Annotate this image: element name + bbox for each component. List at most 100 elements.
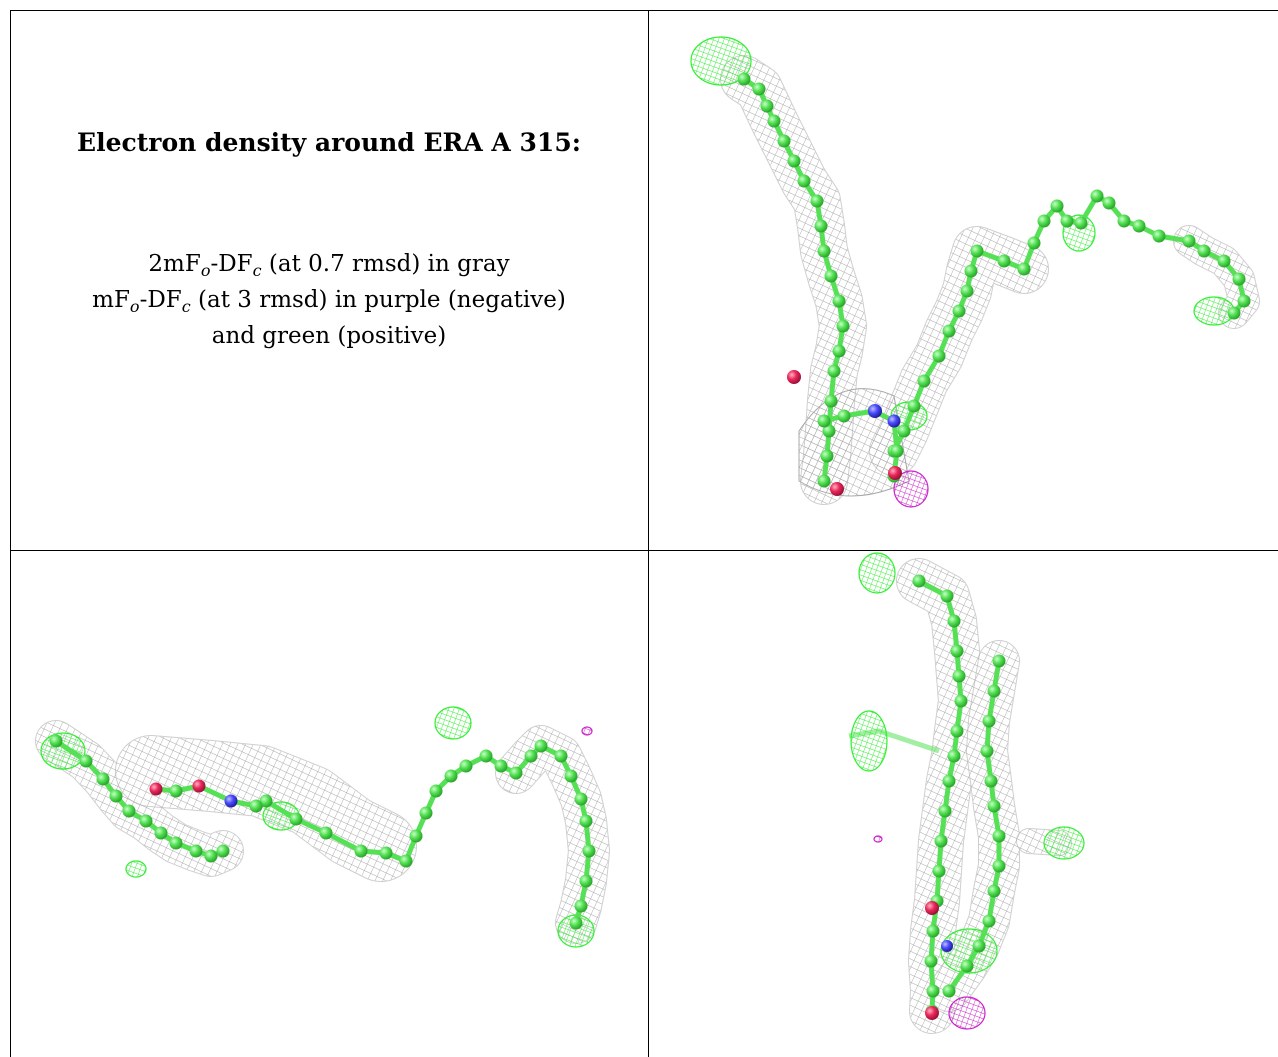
carbon-atom — [992, 654, 1006, 668]
carbon-atom — [992, 829, 1006, 843]
caption-cell: Electron density around ERA A 315: 2mFo-… — [10, 10, 648, 550]
oxygen-atom — [787, 370, 801, 384]
carbon-atom — [760, 99, 774, 113]
carbon-atom — [569, 916, 583, 930]
carbon-atom — [827, 364, 841, 378]
carbon-atom — [942, 984, 956, 998]
carbon-atom — [494, 759, 508, 773]
carbon-atom — [972, 939, 986, 953]
carbon-atom — [950, 644, 964, 658]
oxygen-atom — [925, 1006, 939, 1020]
carbon-atom — [987, 684, 1001, 698]
carbon-atom — [169, 836, 183, 850]
nitrogen-atom — [868, 404, 882, 418]
carbon-atom — [924, 954, 938, 968]
carbon-atom — [1074, 216, 1088, 230]
carbon-atom — [534, 739, 548, 753]
legend-text: 2mFo-DFc (at 0.7 rmsd) in gray mFo-DFc (… — [10, 246, 648, 354]
carbon-atom — [49, 734, 63, 748]
carbon-atom — [1227, 306, 1241, 320]
carbon-atom — [817, 474, 831, 488]
carbon-atom — [737, 72, 751, 86]
carbon-atom — [139, 814, 153, 828]
carbon-atom — [926, 924, 940, 938]
carbon-atom — [459, 759, 473, 773]
carbon-atom — [1050, 199, 1064, 213]
carbon-atom — [579, 874, 593, 888]
carbon-atom — [952, 669, 966, 683]
carbon-atom — [960, 284, 974, 298]
carbon-atom — [444, 769, 458, 783]
carbon-atom — [1237, 294, 1251, 308]
carbon-atom — [890, 444, 904, 458]
carbon-atom — [579, 814, 593, 828]
oxygen-atom — [888, 466, 902, 480]
carbon-atom — [509, 766, 523, 780]
carbon-atom — [820, 449, 834, 463]
view-top-right — [649, 11, 1278, 550]
chain-b-bond — [323, 830, 364, 854]
carbon-atom — [814, 219, 828, 233]
negative-density — [948, 996, 986, 1030]
negative-density — [581, 726, 593, 736]
positive-density — [690, 36, 752, 86]
carbon-atom — [917, 374, 931, 388]
positive-density — [434, 706, 472, 740]
figure-title: Electron density around ERA A 315: — [77, 128, 581, 157]
carbon-atom — [752, 82, 766, 96]
carbon-atom — [926, 984, 940, 998]
density-view-2 — [35, 706, 610, 948]
carbon-atom — [932, 349, 946, 363]
nitrogen-atom — [941, 940, 953, 952]
carbon-atom — [942, 324, 956, 338]
legend-line-colors: and green (positive) — [211, 323, 447, 349]
table-border-left — [10, 10, 11, 1057]
carbon-atom — [982, 714, 996, 728]
carbon-atom — [984, 774, 998, 788]
positive-density — [850, 710, 888, 772]
carbon-atom — [96, 772, 110, 786]
carbon-atom — [964, 264, 978, 278]
carbon-atom — [1060, 214, 1074, 228]
carbon-atom — [952, 304, 966, 318]
carbon-atom — [574, 792, 588, 806]
carbon-atom — [987, 884, 1001, 898]
carbon-atom — [189, 844, 203, 858]
positive-density — [858, 552, 896, 594]
carbon-atom — [817, 244, 831, 258]
carbon-atom — [1132, 219, 1146, 233]
carbon-atom — [777, 134, 791, 148]
carbon-atom — [582, 844, 596, 858]
carbon-atom — [940, 589, 954, 603]
carbon-atom — [564, 769, 578, 783]
carbon-atom — [1152, 229, 1166, 243]
view-bottom-left — [11, 551, 648, 1057]
carbon-atom — [1017, 262, 1031, 276]
mesh-tube-c — [496, 726, 609, 943]
carbon-atom — [169, 784, 183, 798]
carbon-atom — [836, 319, 850, 333]
figure-table: Electron density around ERA A 315: 2mFo-… — [10, 10, 1278, 1057]
carbon-atom — [379, 846, 393, 860]
carbon-atom — [938, 804, 952, 818]
carbon-atom — [960, 959, 974, 973]
carbon-atom — [204, 849, 218, 863]
carbon-atom — [1102, 196, 1116, 210]
carbon-atom — [907, 399, 921, 413]
carbon-atom — [429, 784, 443, 798]
positive-density — [1043, 826, 1085, 860]
carbon-atom — [1182, 234, 1196, 248]
negative-density — [873, 835, 883, 843]
carbon-atom — [934, 834, 948, 848]
positive-density — [125, 860, 147, 878]
carbon-atom — [947, 614, 961, 628]
carbon-atom — [824, 394, 838, 408]
legend-line-2fofc: 2mFo-DFc (at 0.7 rmsd) in gray — [148, 251, 510, 280]
carbon-atom — [419, 806, 433, 820]
carbon-atom — [216, 844, 230, 858]
nitrogen-atom — [224, 794, 238, 808]
carbon-atom — [79, 754, 93, 768]
oxygen-atom — [830, 482, 844, 496]
carbon-atom — [912, 574, 926, 588]
carbon-atom — [1090, 189, 1104, 203]
